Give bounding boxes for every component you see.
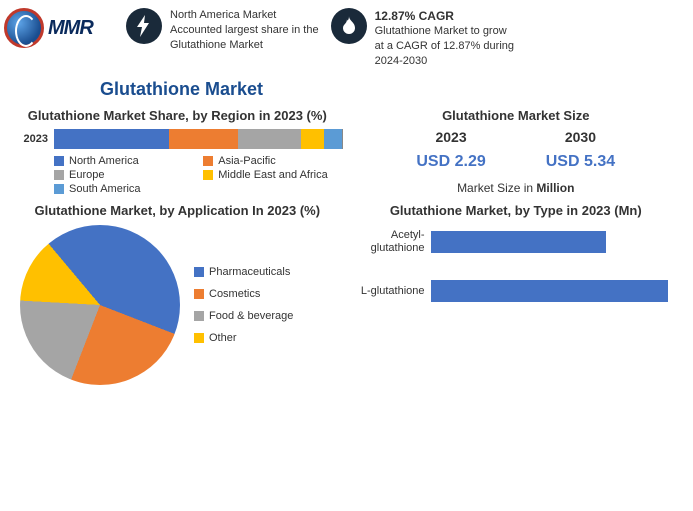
legend-item: Cosmetics xyxy=(194,288,293,300)
region-segment xyxy=(169,129,238,149)
application-legend: Pharmaceuticals Cosmetics Food & beverage O… xyxy=(194,266,293,344)
mmr-logo: MMR xyxy=(4,8,114,48)
stat2-line4: 2024-2030 xyxy=(375,55,428,67)
legend-item: Food & beverage xyxy=(194,310,293,322)
stat2-text: 12.87% CAGR Glutathione Market to grow a… xyxy=(375,8,514,69)
legend-label: Cosmetics xyxy=(209,288,260,300)
stat-cagr: 12.87% CAGR Glutathione Market to grow a… xyxy=(331,8,514,69)
legend-item: Europe xyxy=(54,169,193,181)
type-panel: Glutathione Market, by Type in 2023 (Mn)… xyxy=(351,201,682,387)
stat1-line2: Accounted largest share in the xyxy=(170,24,319,36)
stacked-bar-track xyxy=(54,129,343,149)
legend-swatch xyxy=(54,184,64,194)
size-title: Glutathione Market Size xyxy=(351,108,682,124)
type-bar-row: Acetyl-glutathione xyxy=(355,229,682,254)
size-value-1: USD 5.34 xyxy=(546,153,615,171)
legend-label: North America xyxy=(69,155,139,167)
page-title: Glutathione Market xyxy=(100,79,693,100)
stat1-text: North America Market Accounted largest s… xyxy=(170,8,319,53)
size-col-2030: 2030 USD 5.34 xyxy=(546,129,615,171)
type-bar-track xyxy=(431,280,682,302)
legend-item: South America xyxy=(54,183,193,195)
chart-grid: Glutathione Market Share, by Region in 2… xyxy=(0,106,693,387)
size-year-0: 2023 xyxy=(416,129,485,145)
region-chart-title: Glutathione Market Share, by Region in 2… xyxy=(12,108,343,124)
legend-label: Food & beverage xyxy=(209,310,293,322)
region-row-label: 2023 xyxy=(12,133,48,145)
legend-label: Pharmaceuticals xyxy=(209,266,290,278)
application-panel: Glutathione Market, by Application In 20… xyxy=(12,201,343,387)
application-pie xyxy=(20,225,180,385)
region-legend: North America Asia-Pacific Europe Middle Ea… xyxy=(54,155,343,195)
size-note-prefix: Market Size in xyxy=(457,181,536,195)
stat2-title: 12.87% CAGR xyxy=(375,8,514,24)
size-col-2023: 2023 USD 2.29 xyxy=(416,129,485,171)
pie-row: Pharmaceuticals Cosmetics Food & beverage O… xyxy=(12,225,343,385)
legend-item: Pharmaceuticals xyxy=(194,266,293,278)
legend-swatch xyxy=(203,156,213,166)
stat2-line3: at a CAGR of 12.87% during xyxy=(375,40,514,52)
type-bar-track xyxy=(431,231,682,253)
stat2-line2: Glutathione Market to grow xyxy=(375,25,507,37)
type-title: Glutathione Market, by Type in 2023 (Mn) xyxy=(351,203,682,219)
legend-swatch xyxy=(194,289,204,299)
size-columns: 2023 USD 2.29 2030 USD 5.34 xyxy=(351,129,682,171)
legend-label: South America xyxy=(69,183,141,195)
legend-label: Middle East and Africa xyxy=(218,169,327,181)
type-bar xyxy=(431,231,606,253)
region-segment xyxy=(238,129,301,149)
legend-swatch xyxy=(194,311,204,321)
region-stacked-bar: 2023 xyxy=(12,129,343,149)
size-value-0: USD 2.29 xyxy=(416,153,485,171)
region-segment xyxy=(324,129,341,149)
type-bar-area: Acetyl-glutathione L-glutathione xyxy=(351,229,682,302)
legend-swatch xyxy=(194,333,204,343)
stat1-title: North America Market xyxy=(170,9,276,21)
globe-icon xyxy=(4,8,44,48)
region-share-panel: Glutathione Market Share, by Region in 2… xyxy=(12,106,343,202)
market-size-panel: Glutathione Market Size 2023 USD 2.29 20… xyxy=(351,106,682,202)
legend-swatch xyxy=(203,170,213,180)
legend-item: Asia-Pacific xyxy=(203,155,342,167)
legend-item: Middle East and Africa xyxy=(203,169,342,181)
legend-item: Other xyxy=(194,332,293,344)
size-year-1: 2030 xyxy=(546,129,615,145)
legend-label: Europe xyxy=(69,169,104,181)
legend-swatch xyxy=(194,267,204,277)
flame-icon xyxy=(331,8,367,44)
logo-text: MMR xyxy=(48,17,93,40)
region-segment xyxy=(301,129,324,149)
size-note-bold: Million xyxy=(536,181,574,195)
type-bar-label: L-glutathione xyxy=(355,285,431,298)
type-bar-label: Acetyl-glutathione xyxy=(355,229,431,254)
legend-swatch xyxy=(54,156,64,166)
stat1-line3: Glutathione Market xyxy=(170,39,263,51)
type-bar-row: L-glutathione xyxy=(355,280,682,302)
type-bar xyxy=(431,280,669,302)
legend-item: North America xyxy=(54,155,193,167)
legend-label: Asia-Pacific xyxy=(218,155,275,167)
size-note: Market Size in Million xyxy=(351,181,682,195)
legend-swatch xyxy=(54,170,64,180)
header-row: MMR North America Market Accounted large… xyxy=(0,0,693,73)
stat-north-america: North America Market Accounted largest s… xyxy=(126,8,319,53)
application-title: Glutathione Market, by Application In 20… xyxy=(12,203,343,219)
bolt-icon xyxy=(126,8,162,44)
legend-label: Other xyxy=(209,332,237,344)
region-segment xyxy=(54,129,169,149)
